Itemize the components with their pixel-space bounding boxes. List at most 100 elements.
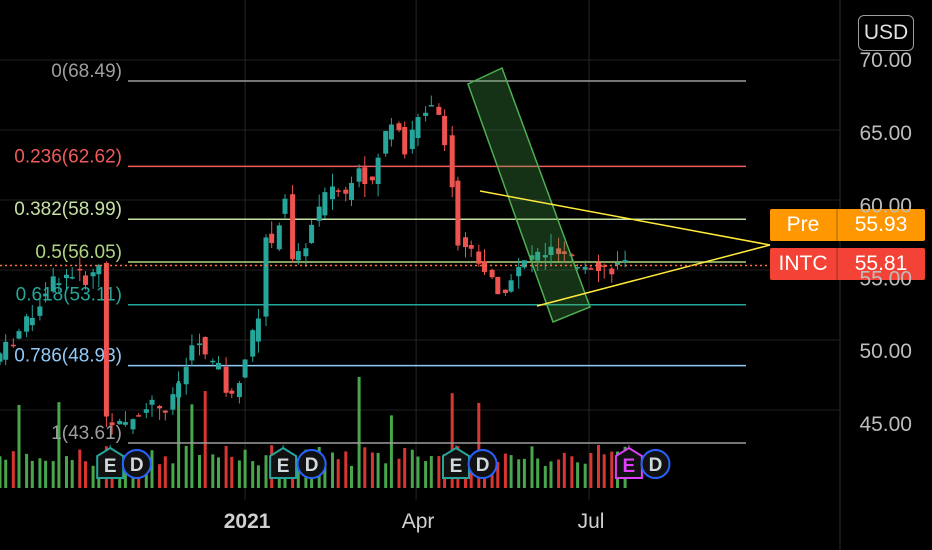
volume-bar [91, 465, 95, 488]
time-tick-label: Jul [578, 510, 605, 533]
earnings-marker[interactable] [442, 446, 470, 479]
volume-bar [503, 453, 507, 488]
fib-level-label: 1(43.61) [51, 423, 122, 444]
candle-body [183, 366, 189, 385]
regression-channel[interactable] [467, 66, 591, 323]
candle-body [428, 105, 434, 107]
symbol-label: INTC [778, 252, 828, 275]
candle-body [495, 276, 501, 295]
volume-bar [65, 456, 68, 488]
volume-bar [597, 445, 600, 488]
volume-bar [163, 456, 167, 488]
fib-level-label: 0.618(53.11) [16, 285, 122, 306]
candle-body [442, 115, 448, 146]
candle-body [117, 420, 123, 425]
candle-body [330, 186, 335, 200]
time-tick-label: 2021 [224, 510, 271, 533]
volume-bar [536, 458, 540, 488]
premarket-price: 55.93 [854, 213, 908, 236]
candle-body [309, 224, 315, 243]
earnings-marker[interactable] [96, 446, 125, 479]
candle-body [582, 266, 588, 270]
candle-body [489, 269, 495, 278]
candle-body [542, 255, 548, 258]
candle-body [43, 293, 49, 297]
candle-body [64, 274, 69, 279]
candle-body [16, 331, 22, 339]
candle-body [508, 280, 514, 292]
candle-body [3, 341, 9, 360]
volume-bar [477, 402, 481, 488]
candle-body [24, 316, 30, 332]
dividend-marker[interactable] [467, 449, 498, 479]
candle-body [202, 336, 208, 355]
volume-bar [158, 464, 162, 488]
currency-button[interactable]: USD [858, 15, 914, 51]
candle-body [383, 131, 389, 154]
candle-body [322, 192, 328, 216]
earnings-marker-label: E [104, 456, 117, 477]
candle-body [50, 276, 56, 292]
candle-body [77, 268, 83, 271]
dividend-marker[interactable] [121, 449, 152, 479]
price-tick-label: 60.00 [859, 195, 912, 218]
volume-bar [177, 381, 181, 488]
volume-bar [198, 454, 201, 488]
volume-bar [363, 447, 367, 488]
candle-body [356, 168, 362, 182]
candle-body [10, 344, 16, 347]
candle-body [90, 272, 96, 277]
volume-bar [11, 451, 15, 488]
candle-body [0, 353, 3, 362]
volume-bar [144, 465, 148, 488]
dividend-marker[interactable] [640, 449, 671, 479]
chart-grid [0, 0, 841, 550]
candle-body [136, 415, 142, 417]
candle-body [548, 246, 554, 256]
volume-bar [357, 376, 361, 488]
candle-body [96, 264, 102, 275]
earnings-marker[interactable] [269, 446, 298, 479]
volume-bar [583, 463, 587, 488]
triangle-lower-trendline[interactable] [536, 244, 771, 307]
volume-bar [331, 452, 334, 488]
candle-body [276, 225, 282, 250]
dividend-marker[interactable] [296, 449, 327, 479]
fib-level-label: 0.786(48.93) [14, 346, 122, 367]
price-tick-label: 65.00 [859, 122, 912, 145]
candle-body [69, 277, 75, 279]
earnings-marker[interactable] [614, 446, 643, 479]
candle-body [609, 268, 615, 275]
candle-body [362, 167, 368, 184]
volume-bar [522, 458, 526, 488]
volume-bar [0, 456, 2, 488]
candle-body [388, 124, 394, 140]
candle-body [303, 248, 309, 257]
candle-body [295, 251, 301, 261]
volume-bar [416, 456, 420, 488]
volume-bar [190, 404, 194, 488]
fibonacci-retracement: 0(68.49) 0.236(62.62) 0.382(58.99) 0.5(56.0… [14, 61, 746, 444]
candle-body [463, 237, 468, 248]
fib-level-label: 0.236(62.62) [14, 146, 122, 167]
candlestick-series [0, 95, 628, 435]
triangle-upper-trendline[interactable] [479, 190, 771, 246]
candle-body [162, 410, 168, 413]
volume-bar [217, 457, 220, 488]
candle-body [242, 359, 248, 378]
volume-bar [150, 450, 154, 488]
volume-bar [243, 449, 247, 488]
volume-bar [543, 465, 547, 488]
volume-bar [57, 402, 61, 488]
price-tick-label: 70.00 [859, 49, 912, 72]
last-price-badge [770, 248, 925, 280]
candle-body [170, 394, 176, 410]
volume-bar [557, 459, 561, 488]
volume-bar [389, 415, 393, 488]
candle-body [37, 306, 43, 316]
candle-body [561, 251, 567, 254]
candle-body [157, 406, 163, 409]
chart-drawings [0, 66, 925, 323]
volume-bar [251, 461, 255, 488]
